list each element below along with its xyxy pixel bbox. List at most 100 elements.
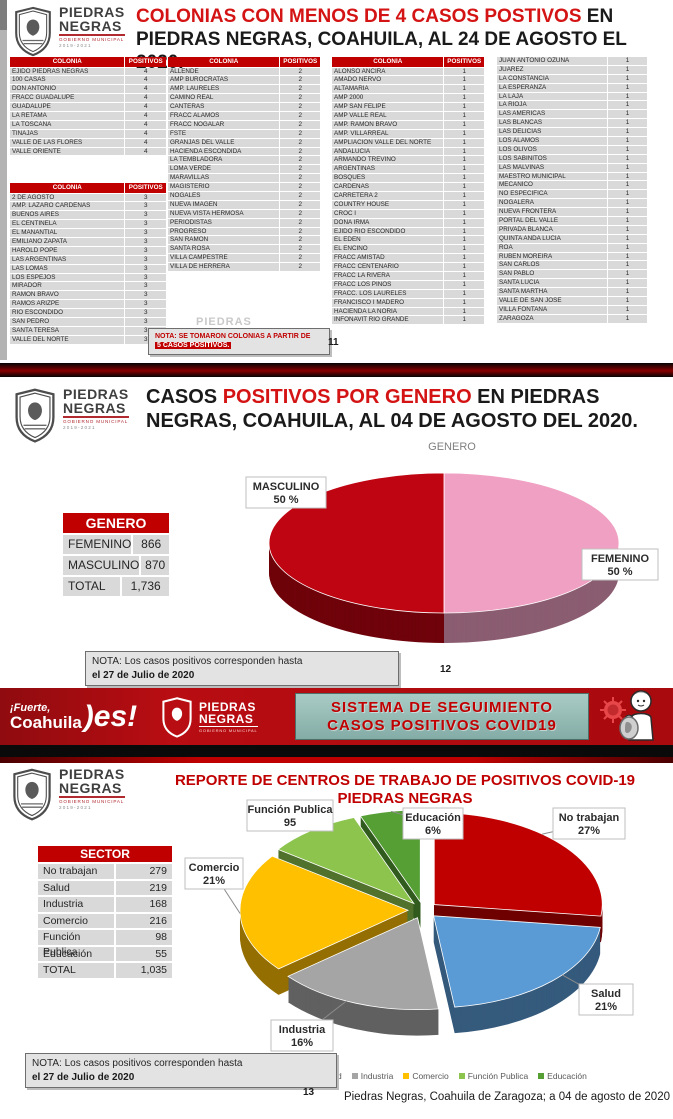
table-row: LOS ESPEJOS 3 — [10, 273, 166, 282]
piedras-negras-logo: PIEDRAS NEGRAS GOBIERNO MUNICIPAL 2019-2… — [12, 387, 129, 443]
table-row: FRACC LOS PINOS 1 — [332, 280, 484, 289]
table-row: ANDALUCIA 1 — [332, 147, 484, 156]
table-row: TOTAL 1,736 — [63, 577, 169, 596]
page-title: CASOS POSITIVOS POR GENERO EN PIEDRAS NE… — [146, 385, 658, 434]
logo-line1: PIEDRAS — [59, 4, 125, 20]
table-row: AMP SAN FELIPE 1 — [332, 103, 484, 111]
svg-text:50 %: 50 % — [273, 494, 298, 506]
table-row: SANTA TERESA 3 — [10, 326, 166, 335]
table-row: LA RIOJA 1 — [497, 101, 647, 110]
legend-item: Educación — [538, 1071, 587, 1081]
table-row: HACIENDA ESCONDIDA 2 — [168, 147, 320, 156]
title-line1: REPORTE DE CENTROS DE TRABAJO DE POSITIV… — [174, 772, 636, 789]
table-row: SAN CARLOS 1 — [497, 261, 647, 270]
table-row: FRACC ALAMOS 2 — [168, 111, 320, 120]
scan-edge — [0, 0, 7, 360]
table-row: FRACC. LOS LAURELES 1 — [332, 289, 484, 298]
table-positivos-1a: COLONIA POSITIVOS ALONSO ANCIRA 1 AMADO NERV… — [332, 57, 484, 325]
table-row: AMPLIACION VALLE DEL NORTE 1 — [332, 138, 484, 147]
svg-text:FEMENINO: FEMENINO — [591, 553, 650, 565]
svg-text:Salud: Salud — [591, 988, 621, 1000]
table-row: NOGALERA 1 — [497, 199, 647, 208]
logo-line1: PIEDRAS — [59, 766, 125, 782]
note-box: NOTA: SE TOMARON COLONIAS A PARTIR DE 5 … — [148, 328, 330, 355]
note-date: el 27 de Julio de 2020 — [32, 1071, 135, 1083]
svg-text:21%: 21% — [203, 875, 225, 887]
footer-dateline: Piedras Negras, Coahuila de Zaragoza; a … — [343, 1091, 670, 1103]
table-row: MAGISTERIO 2 — [168, 183, 320, 191]
table-row: VALLE DEL NORTE 3 — [10, 335, 166, 344]
section-colonias: PIEDRAS NEGRAS GOBIERNO MUNICIPAL 2019-2… — [0, 0, 673, 363]
slogan-top: ¡Fuerte, — [10, 701, 51, 714]
sector-table: SECTOR No trabajan 279 Salud 219 Industria 168… — [38, 846, 172, 980]
table-row: ROA 1 — [497, 243, 647, 252]
table-row: NUEVA VISTA HERMOSA 2 — [168, 209, 320, 218]
table-row: LA LAJA 1 — [497, 92, 647, 101]
separator-band — [0, 363, 673, 377]
note-date: el 27 de Julio de 2020 — [92, 669, 195, 681]
slogan-es: )es! — [83, 699, 138, 733]
piedras-negras-logo: PIEDRAS NEGRAS GOBIERNO MUNICIPAL 2019-2… — [12, 5, 125, 57]
table-header: COLONIA POSITIVOS — [10, 183, 166, 193]
table-row: SANTA MARTHA 1 — [497, 288, 647, 297]
table-row: Educación 55 — [38, 946, 172, 961]
table-positivos-4: COLONIA POSITIVOS EJIDO PIEDRAS NEGRAS 4 100… — [10, 57, 166, 156]
table-row: JUAN ANTONIO OZUNA 1 — [497, 57, 647, 65]
title-line2: PIEDRAS NEGRAS — [337, 790, 473, 808]
logo-sub1: GOBIERNO MUNICIPAL — [63, 419, 129, 424]
table-row: AMP. LAURELES 2 — [168, 85, 320, 94]
table-row: MAESTRO MUNICIPAL 1 — [497, 172, 647, 181]
svg-text:16%: 16% — [291, 1037, 313, 1049]
title-black-part: CASOS — [146, 386, 223, 408]
top-red-bar — [0, 757, 673, 763]
legend-swatch-icon — [458, 1073, 465, 1079]
table-row: PERIODISTAS 2 — [168, 218, 320, 227]
table-row: VALLE ORIENTE 4 — [10, 147, 166, 156]
svg-text:50 %: 50 % — [607, 566, 632, 578]
title-black-part2: EN PIEDRAS NEGRAS, COAHUILA, AL 04 DE AG… — [146, 386, 638, 433]
page-number: 11 — [328, 337, 339, 348]
table-row: VILLA FONTANA 1 — [497, 305, 647, 314]
table-row: SANTA LUCIA 1 — [497, 279, 647, 288]
logo-line1: PIEDRAS — [63, 386, 129, 402]
table-row: NO ESPECIFICA 1 — [497, 190, 647, 199]
table-row: RAMOS ARIZPE 3 — [10, 300, 166, 309]
table-row: ALTAMARIA 1 — [332, 85, 484, 94]
table-row: BUENOS AIRES 3 — [10, 211, 166, 220]
table-row: QUINTA ANDA LUCIA 1 — [497, 234, 647, 243]
table-row: PORTAL DEL VALLE 1 — [497, 217, 647, 225]
table-row: FRANCISCO I MADERO 1 — [332, 298, 484, 307]
table-row: SAN RAMON 2 — [168, 236, 320, 245]
table-row: HACIENDA LA NORIA 1 — [332, 307, 484, 316]
table-row: FRACC AMISTAD 1 — [332, 254, 484, 263]
section-centros-trabajo: PIEDRAS NEGRAS GOBIERNO MUNICIPAL 2019-2… — [0, 757, 673, 1119]
table-row: CANTERAS 2 — [168, 103, 320, 111]
table-row: JUAREZ 1 — [497, 65, 647, 74]
table-row: AMP. LAZARO CARDENAS 3 — [10, 202, 166, 211]
table-row: LA ESPERANZA 1 — [497, 83, 647, 92]
note-line1: NOTA: SE TOMARON COLONIAS A PARTIR DE — [155, 333, 311, 340]
table-row: Industria 168 — [38, 897, 172, 912]
table-row: LOS ALAMOS 1 — [497, 137, 647, 145]
table-header: COLONIA POSITIVOS — [10, 57, 166, 67]
note-box: NOTA: Los casos positivos corresponden h… — [85, 651, 399, 686]
table-row: Salud 219 — [38, 880, 172, 895]
table-row: NOGALES 2 — [168, 191, 320, 200]
table-row: NUEVA FRONTERA 1 — [497, 208, 647, 217]
table-positivos-1b: JUAN ANTONIO OZUNA 1 JUAREZ 1 LA CONSTANCIA 1… — [497, 57, 647, 324]
table-row: LAS LOMAS 3 — [10, 264, 166, 273]
legend-swatch-icon — [351, 1073, 358, 1079]
table-row: Función Publica 98 — [38, 930, 172, 958]
logo-sub2: 2019-2021 — [59, 804, 92, 810]
svg-text:Industria: Industria — [279, 1024, 326, 1036]
logo-sub2: 2019-2021 — [59, 42, 92, 48]
slogan-main: Coahuila — [10, 712, 82, 732]
table-row: LA TEMBLADORA 2 — [168, 156, 320, 165]
table-header: COLONIA POSITIVOS — [332, 57, 484, 67]
table-row: EL CENTINELA 3 — [10, 220, 166, 229]
logo-line2: NEGRAS — [59, 781, 125, 798]
table-row: AMADO NERVO 1 — [332, 76, 484, 85]
table-row: LOS SABINITOS 1 — [497, 154, 647, 163]
